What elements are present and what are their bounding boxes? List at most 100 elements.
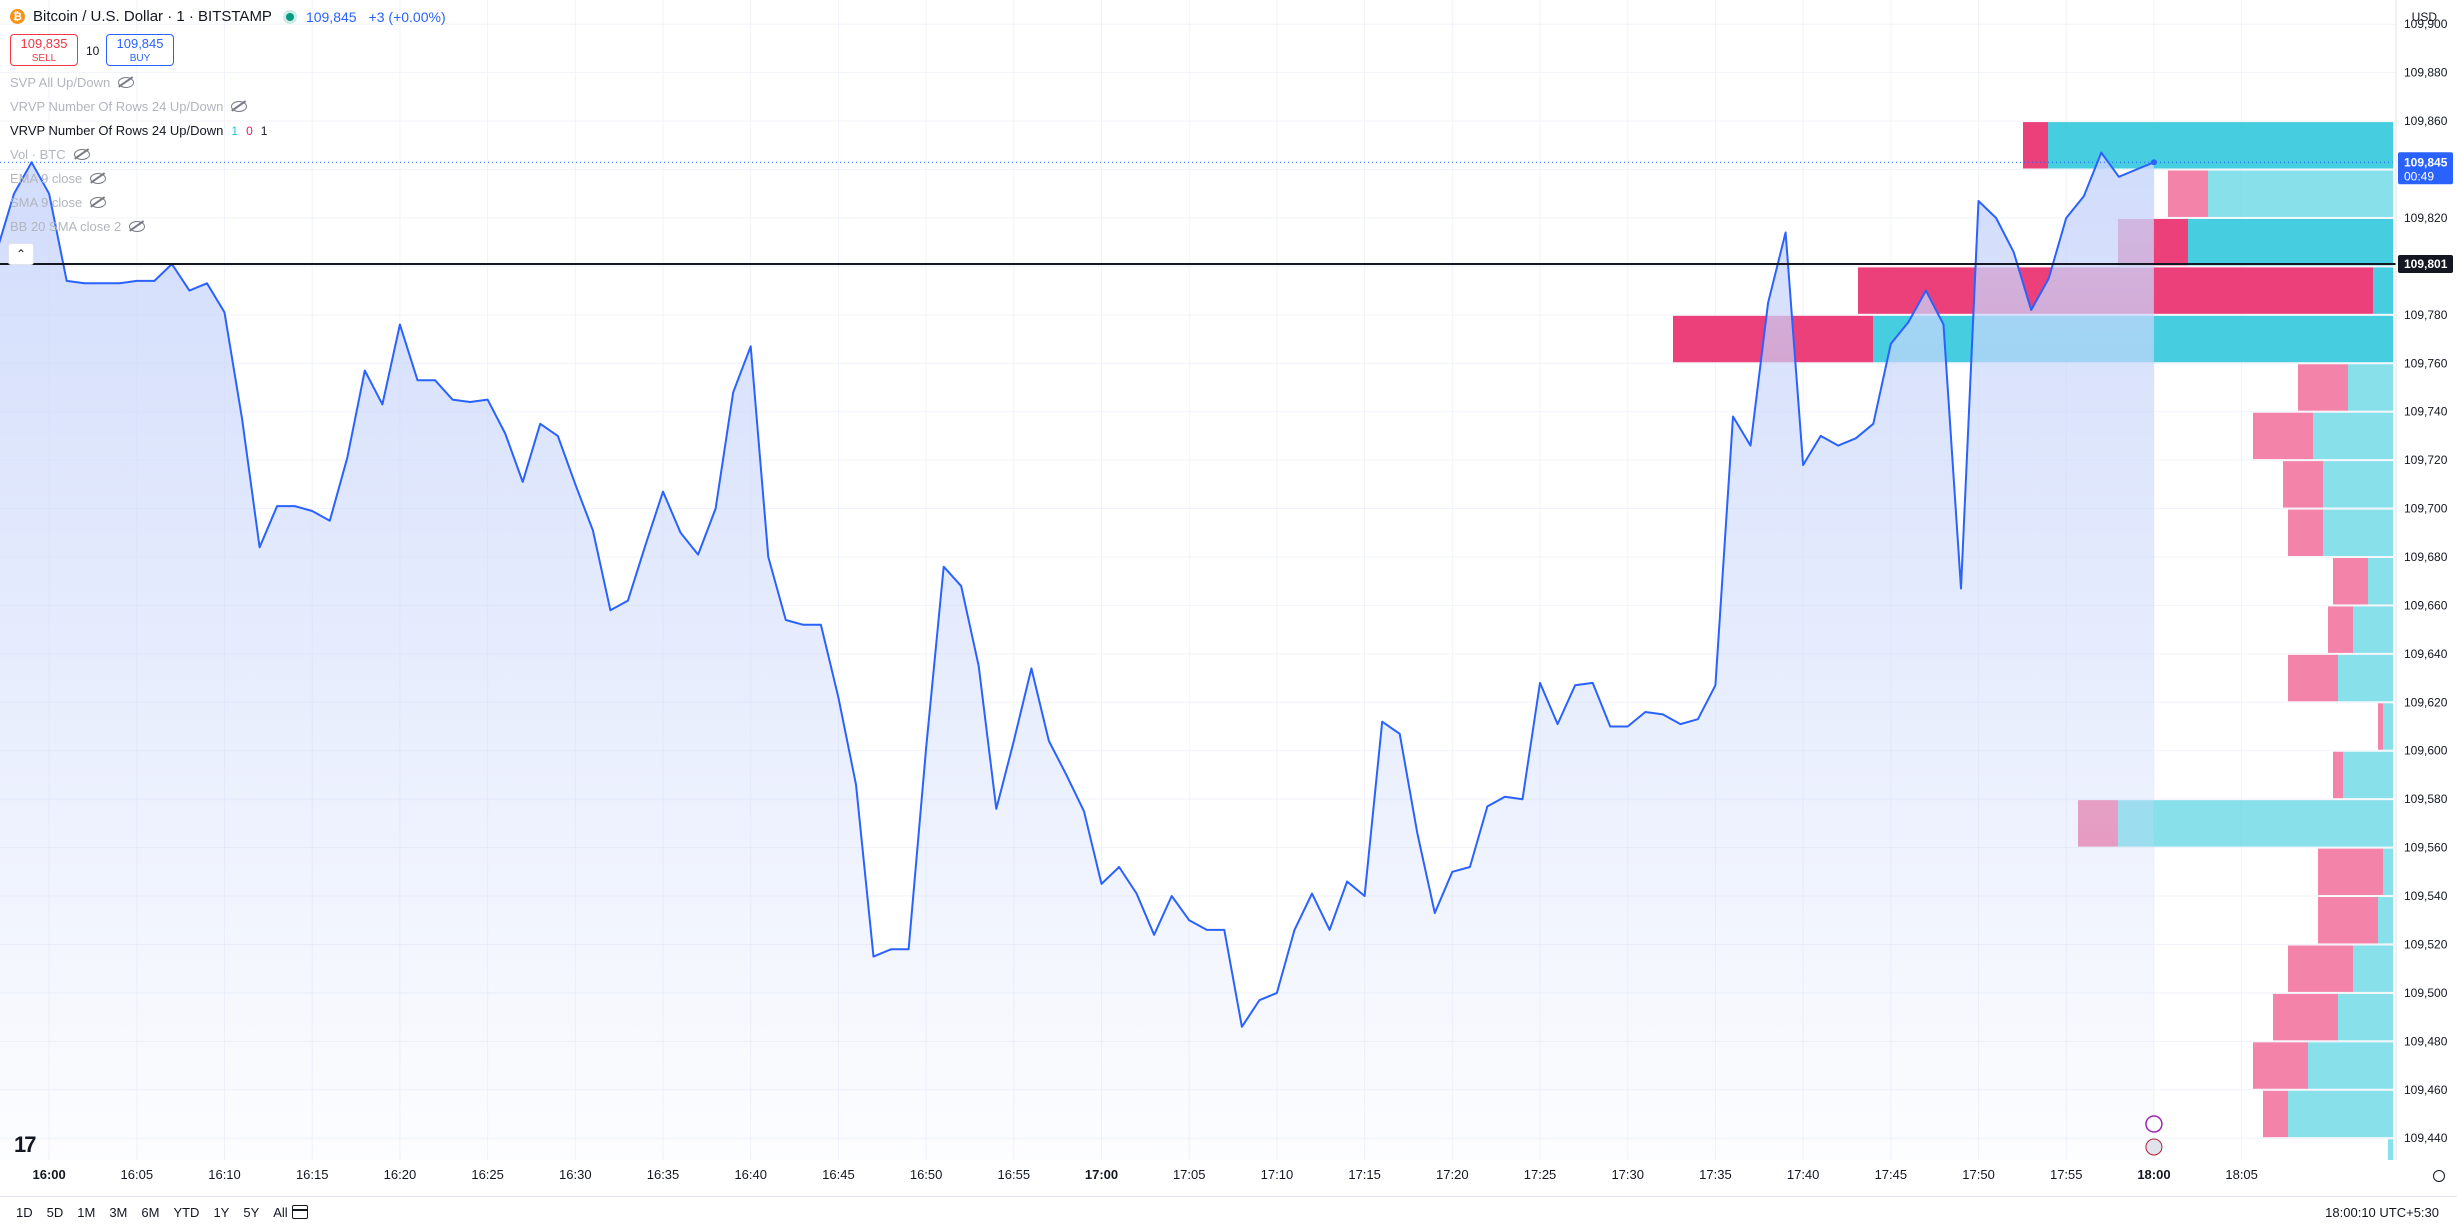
time-tick-label: 17:25 [1524,1167,1557,1182]
vp-up-bar [2308,1042,2393,1089]
price-tick-label: 109,820 [2404,211,2448,225]
range-button-1d[interactable]: 1D [16,1205,33,1220]
indicator-row[interactable]: SMA 9 close [10,195,107,210]
hidden-eye-icon[interactable] [118,77,135,88]
time-tick-label: 18:05 [2225,1167,2258,1182]
price-area [0,152,2154,1160]
current-price-badge [2398,152,2453,185]
time-tick-label: 17:35 [1699,1167,1732,1182]
time-tick-label: 16:55 [998,1167,1031,1182]
indicator-row[interactable]: Vol · BTC [10,147,90,162]
indicator-label: SVP All Up/Down [10,75,111,90]
vp-down-bar [2378,703,2383,750]
last-price: 109,845 [305,8,357,25]
vp-up-bar [2353,606,2393,653]
time-tick-label: 16:40 [734,1167,767,1182]
symbol-header[interactable]: ₿ Bitcoin / U.S. Dollar · 1 · BITSTAMP 1… [10,8,446,25]
range-button-6m[interactable]: 6M [141,1205,160,1220]
vp-up-bar [2208,170,2393,217]
time-tick-label: 18:00 [2137,1167,2170,1182]
sell-button[interactable]: 109,835 SELL [10,34,78,66]
vp-up-bar [2388,1139,2393,1160]
vp-up-bar [2313,412,2393,460]
vp-up-bar [2353,945,2393,992]
buy-button[interactable]: 109,845 BUY [106,34,174,66]
collapse-legend-button[interactable]: ⌃ [8,243,34,265]
price-tick-label: 109,560 [2404,841,2448,855]
price-tick-label: 109,880 [2404,66,2448,80]
indicator-row[interactable]: VRVP Number Of Rows 24 Up/Down 1 0 1 [10,123,275,138]
axis-settings-icon[interactable] [2433,1170,2445,1182]
symbol-title[interactable]: Bitcoin / U.S. Dollar · 1 · BITSTAMP [33,8,272,25]
time-tick-label: 16:45 [822,1167,855,1182]
vp-down-bar [2283,461,2323,508]
hidden-eye-icon[interactable] [231,101,248,112]
range-button-5y[interactable]: 5Y [243,1205,260,1220]
range-button-1y[interactable]: 1Y [213,1205,230,1220]
time-tick-label: 16:10 [208,1167,241,1182]
indicator-row[interactable]: BB 20 SMA close 2 [10,219,146,234]
price-tick-label: 109,640 [2404,647,2448,661]
sell-label: SELL [31,53,57,64]
vp-up-bar [2343,751,2393,799]
vp-down-bar [2298,364,2348,411]
vp-up-bar [2288,1090,2393,1138]
indicator-row[interactable]: SVP All Up/Down [10,75,135,90]
time-tick-label: 16:15 [296,1167,329,1182]
vp-down-bar [2273,993,2338,1041]
time-tick-label: 17:45 [1875,1167,1908,1182]
bar-countdown-label: 00:49 [2404,169,2434,183]
range-button-5d[interactable]: 5D [46,1205,64,1220]
range-button-all[interactable]: All [273,1205,288,1220]
price-tick-label: 109,500 [2404,986,2448,1000]
price-tick-label: 109,540 [2404,889,2448,903]
vp-down-bar [2328,606,2353,653]
price-chart[interactable]: 109,900109,880109,860109,840109,820109,8… [0,0,2457,1196]
crosshair-badge [2398,254,2453,273]
hidden-eye-icon[interactable] [129,221,146,232]
vp-up-bar [2373,267,2393,314]
vp-up-bar [2338,654,2393,702]
tradingview-logo[interactable]: 17 [14,1132,37,1157]
hidden-eye-icon[interactable] [90,197,107,208]
range-button-ytd[interactable]: YTD [173,1205,200,1220]
time-tick-label: 17:00 [1085,1167,1118,1182]
time-axis: 16:00 16:05 16:10 16:15 16:20 16:25 16:30 16:35… [32,1167,2257,1182]
vp-down-bar [2318,848,2383,896]
vp-down-bar [2263,1090,2288,1138]
price-tick-label: 109,480 [2404,1034,2448,1048]
indicator-label: VRVP Number Of Rows 24 Up/Down [10,99,224,114]
range-button-1m[interactable]: 1M [77,1205,96,1220]
indicator-row[interactable]: VRVP Number Of Rows 24 Up/Down [10,99,248,114]
date-range-buttons: 1D 5D 1M 3M 6M YTD 1Y 5Y All [16,1205,288,1220]
vp-down-bar [2333,557,2368,605]
price-tick-label: 109,720 [2404,453,2448,467]
time-tick-label: 17:55 [2050,1167,2083,1182]
indicator-row[interactable]: EMA 9 close [10,171,107,186]
current-price-label: 109,845 [2404,155,2448,169]
bitcoin-logo-icon: ₿ [10,9,25,24]
currency-selector[interactable]: USD [2411,10,2437,24]
vp-up-bar [2338,993,2393,1041]
price-tick-label: 109,860 [2404,114,2448,128]
clock-timezone[interactable]: 18:00:10 UTC+5:30 [2325,1205,2439,1220]
time-tick-label: 17:05 [1173,1167,1206,1182]
sell-price: 109,835 [20,36,68,51]
us-flag-icon [2145,1138,2163,1156]
price-tick-label: 109,440 [2404,1131,2448,1145]
price-tick-label: 109,520 [2404,937,2448,951]
vp-up-bar [2188,218,2393,266]
vp-up-bar [2368,557,2393,605]
calendar-icon[interactable] [292,1205,308,1219]
price-tick-label: 109,620 [2404,695,2448,709]
indicator-value: 1 [231,124,239,138]
indicator-label: EMA 9 close [10,171,83,186]
time-tick-label: 17:30 [1611,1167,1644,1182]
hidden-eye-icon[interactable] [90,173,107,184]
range-button-3m[interactable]: 3M [109,1205,128,1220]
indicator-value: 1 [260,124,268,138]
hidden-eye-icon[interactable] [73,149,90,160]
vp-down-bar [2318,897,2378,944]
price-tick-label: 109,900 [2404,17,2448,31]
